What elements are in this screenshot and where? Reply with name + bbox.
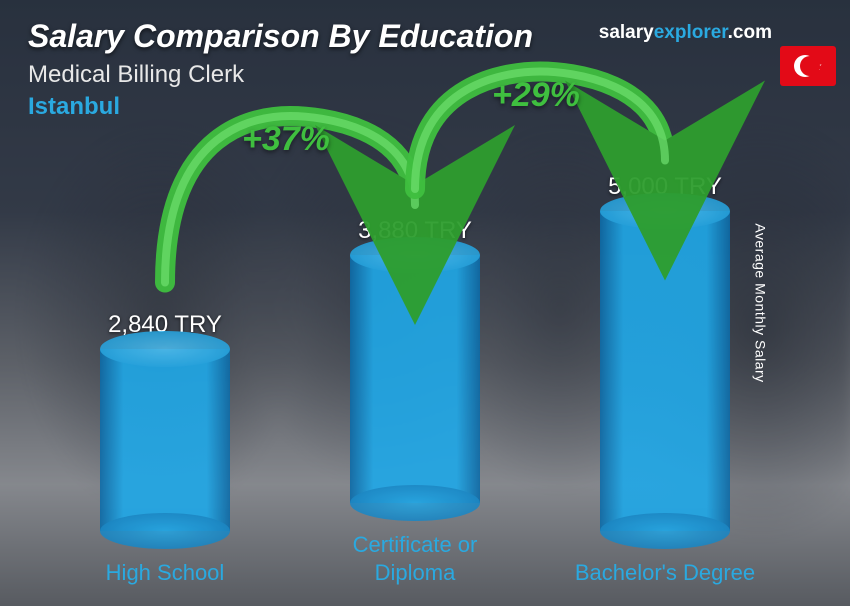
bar-bottom-ellipse bbox=[350, 485, 480, 521]
chart-title: Salary Comparison By Education bbox=[28, 18, 533, 55]
header-block: Salary Comparison By Education Medical B… bbox=[28, 18, 533, 121]
bar-front-face bbox=[600, 211, 730, 531]
bar-category-label: Certificate or Diploma bbox=[315, 531, 515, 586]
brand-logo: salaryexplorer.com bbox=[599, 22, 772, 44]
flag-crescent bbox=[794, 55, 816, 77]
bar-top-ellipse bbox=[100, 331, 230, 367]
bar-front-face bbox=[100, 349, 230, 531]
bar-3d bbox=[600, 211, 730, 531]
bar-3d bbox=[350, 255, 480, 503]
bar-chart: 2,840 TRYHigh School3,880 TRYCertificate… bbox=[40, 150, 790, 586]
bar-bottom-ellipse bbox=[100, 513, 230, 549]
increase-percent-label: +29% bbox=[492, 76, 580, 115]
increase-percent-label: +37% bbox=[242, 120, 330, 159]
bar-3d bbox=[100, 349, 230, 531]
bar-category-label: High School bbox=[106, 559, 225, 587]
bar-front-face bbox=[350, 255, 480, 503]
flag-turkey: ★ bbox=[780, 46, 836, 86]
chart-subtitle: Medical Billing Clerk bbox=[28, 61, 533, 89]
chart-column: 5,000 TRYBachelor's Degree bbox=[565, 173, 765, 587]
chart-column: 3,880 TRYCertificate or Diploma bbox=[315, 217, 515, 586]
bar-bottom-ellipse bbox=[600, 513, 730, 549]
brand-part1: salary bbox=[599, 22, 654, 43]
chart-location: Istanbul bbox=[28, 93, 533, 121]
brand-part3: .com bbox=[728, 22, 772, 43]
bar-category-label: Bachelor's Degree bbox=[575, 559, 755, 587]
chart-column: 2,840 TRYHigh School bbox=[65, 311, 265, 587]
brand-part2: explorer bbox=[654, 22, 728, 43]
bar-top-ellipse bbox=[350, 237, 480, 273]
bar-top-ellipse bbox=[600, 193, 730, 229]
